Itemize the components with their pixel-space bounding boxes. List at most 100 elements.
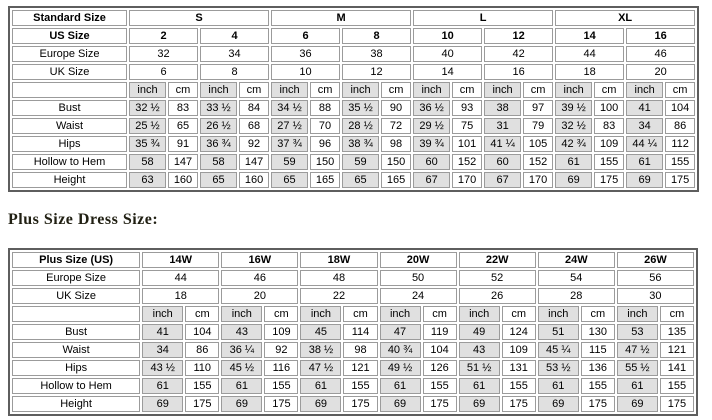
measure-label-cell: Height [12,396,141,412]
cm-value-cell: 155 [422,378,457,394]
inch-value-cell: 61 [379,378,421,394]
inch-value-cell: 61 [537,378,579,394]
cm-value-cell: 104 [185,324,220,340]
inch-value-cell: 67 [484,172,522,188]
table-row-bust: Bust 32 ½ 83 33 ½ 84 34 ½ 88 35 ½ 90 36 ½ 93 38 97 39… [12,100,696,116]
info-label-cell: US Size [12,28,127,44]
cm-value-cell: 72 [381,118,412,134]
info-value-cell: 32 [129,46,198,62]
cm-value-cell: 101 [452,136,483,152]
cm-value-cell: 141 [659,360,694,376]
info-value-cell: 18 [142,288,220,304]
cm-value-cell: 121 [343,360,378,376]
inch-value-cell: 35 ¾ [129,136,166,152]
cm-value-cell: 98 [381,136,412,152]
inch-value-cell: 69 [616,396,658,412]
inch-value-cell: 27 ½ [271,118,309,134]
cm-value-cell: 114 [343,324,378,340]
inch-value-cell: 33 ½ [200,100,237,116]
cm-value-cell: 70 [310,118,341,134]
info-value-cell: 44 [142,270,220,286]
cm-value-cell: 175 [580,396,615,412]
cm-value-cell: 175 [422,396,457,412]
inch-value-cell: 69 [626,172,664,188]
cm-value-cell: 155 [659,378,694,394]
inch-value-cell: 38 ½ [300,342,342,358]
info-value-cell: 28 [537,288,615,304]
inch-value-cell: 43 [458,342,500,358]
cm-value-cell: 124 [501,324,536,340]
cm-value-cell: 175 [264,396,299,412]
info-value-cell: 24 [379,288,457,304]
info-value-cell: 14 [413,64,483,80]
cm-value-cell: 160 [239,172,270,188]
info-label-cell: UK Size [12,288,141,304]
table-row-units: inch cm inch cm inch cm inch cm inch cm inch cm inch… [12,306,694,322]
inch-value-cell: 43 [221,324,263,340]
table-row-bust: Bust 41 104 43 109 45 114 47 119 49 124 51 130 53 135 [12,324,694,340]
size-group-cell: XL [555,10,696,26]
cm-value-cell: 130 [580,324,615,340]
info-value-cell: 46 [626,46,696,62]
info-value-cell: 56 [616,270,694,286]
inch-value-cell: 47 ½ [300,360,342,376]
table-row-size-groups: Standard Size S M L XL [12,10,696,26]
inch-value-cell: 65 [271,172,309,188]
cm-value-cell: 88 [310,100,341,116]
info-value-cell: 34 [200,46,270,62]
table-row-europe-size: Europe Size 44 46 48 50 52 54 56 [12,270,694,286]
inch-value-cell: 55 ½ [616,360,658,376]
inch-value-cell: 34 [142,342,184,358]
corner-cell [12,306,141,322]
table-row-height: Height 69 175 69 175 69 175 69 175 69 175 69 175 69 17… [12,396,694,412]
info-value-cell: 48 [300,270,378,286]
unit-cm-cell: cm [523,82,554,98]
cm-value-cell: 90 [381,100,412,116]
info-value-cell: 10 [271,64,341,80]
cm-value-cell: 116 [264,360,299,376]
inch-value-cell: 61 [300,378,342,394]
unit-inch-cell: inch [413,82,451,98]
unit-inch-cell: inch [379,306,421,322]
inch-value-cell: 42 ¾ [555,136,593,152]
size-header-cell: 20W [379,252,457,268]
info-value-cell: 12 [484,28,554,44]
cm-value-cell: 152 [452,154,483,170]
cm-value-cell: 79 [523,118,554,134]
info-value-cell: 42 [484,46,554,62]
inch-value-cell: 58 [200,154,237,170]
unit-inch-cell: inch [626,82,664,98]
cm-value-cell: 150 [381,154,412,170]
info-label-cell: Europe Size [12,46,127,62]
info-value-cell: 50 [379,270,457,286]
cm-value-cell: 147 [168,154,198,170]
info-value-cell: 20 [626,64,696,80]
inch-value-cell: 39 ½ [555,100,593,116]
inch-value-cell: 61 [555,154,593,170]
cm-value-cell: 86 [665,118,696,134]
table-row-uk-size: UK Size 18 20 22 24 26 28 30 [12,288,694,304]
unit-cm-cell: cm [168,82,198,98]
table-row-us-size: US Size 2 4 6 8 10 12 14 16 [12,28,696,44]
inch-value-cell: 35 ½ [342,100,380,116]
cm-value-cell: 131 [501,360,536,376]
inch-value-cell: 69 [142,396,184,412]
info-value-cell: 8 [200,64,270,80]
table-row-hips: Hips 43 ½ 110 45 ½ 116 47 ½ 121 49 ½ 126 51 ½ 131 5… [12,360,694,376]
info-value-cell: 10 [413,28,483,44]
cm-value-cell: 175 [343,396,378,412]
inch-value-cell: 60 [484,154,522,170]
cm-value-cell: 155 [665,154,696,170]
info-value-cell: 22 [300,288,378,304]
cm-value-cell: 155 [185,378,220,394]
cm-value-cell: 96 [310,136,341,152]
cm-value-cell: 75 [452,118,483,134]
cm-value-cell: 93 [452,100,483,116]
table-row-units: inch cm inch cm inch cm inch cm inch cm inch cm inch… [12,82,696,98]
inch-value-cell: 69 [537,396,579,412]
inch-value-cell: 40 ¾ [379,342,421,358]
info-value-cell: 38 [342,46,412,62]
cm-value-cell: 97 [523,100,554,116]
cm-value-cell: 92 [264,342,299,358]
